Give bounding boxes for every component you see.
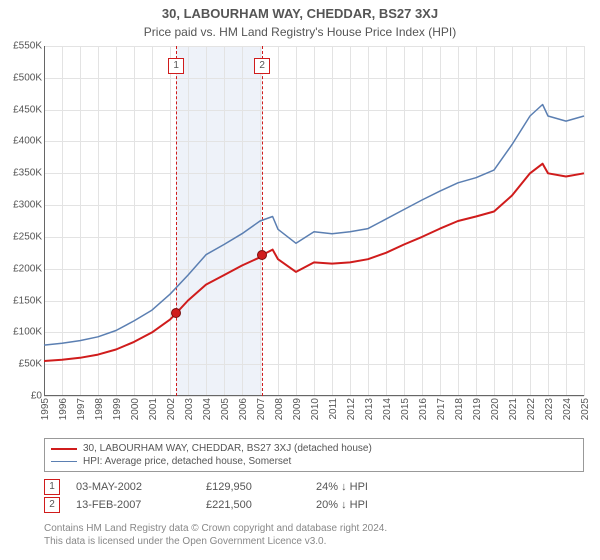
vline-marker-box: 2 bbox=[254, 58, 270, 74]
x-tick-label: 2004 bbox=[202, 398, 213, 420]
y-tick-label: £500K bbox=[13, 72, 42, 83]
footer-line: Contains HM Land Registry data © Crown c… bbox=[44, 522, 387, 535]
x-tick-label: 1996 bbox=[58, 398, 69, 420]
legend: 30, LABOURHAM WAY, CHEDDAR, BS27 3XJ (de… bbox=[44, 438, 584, 472]
y-tick-label: £100K bbox=[13, 327, 42, 338]
legend-item: 30, LABOURHAM WAY, CHEDDAR, BS27 3XJ (de… bbox=[51, 442, 577, 455]
y-tick-label: £350K bbox=[13, 168, 42, 179]
series-hpi bbox=[44, 105, 584, 346]
sales-table: 1 03-MAY-2002 £129,950 24% ↓ HPI 2 13-FE… bbox=[44, 478, 456, 514]
y-tick-label: £250K bbox=[13, 231, 42, 242]
x-tick-label: 2001 bbox=[148, 398, 159, 420]
x-tick-label: 2011 bbox=[328, 398, 339, 420]
y-tick-label: £550K bbox=[13, 41, 42, 52]
x-tick-label: 2020 bbox=[490, 398, 501, 420]
sale-date: 13-FEB-2007 bbox=[76, 499, 206, 511]
x-tick-label: 2012 bbox=[346, 398, 357, 420]
legend-label: 30, LABOURHAM WAY, CHEDDAR, BS27 3XJ (de… bbox=[83, 443, 372, 454]
sale-date: 03-MAY-2002 bbox=[76, 481, 206, 493]
x-tick-label: 2009 bbox=[292, 398, 303, 420]
x-tick-label: 2018 bbox=[454, 398, 465, 420]
x-tick-label: 2024 bbox=[562, 398, 573, 420]
x-tick-label: 2017 bbox=[436, 398, 447, 420]
y-tick-label: £450K bbox=[13, 104, 42, 115]
x-tick-label: 2022 bbox=[526, 398, 537, 420]
y-tick-label: £50K bbox=[19, 359, 42, 370]
footer: Contains HM Land Registry data © Crown c… bbox=[44, 522, 387, 548]
x-tick-label: 2016 bbox=[418, 398, 429, 420]
y-tick-label: £300K bbox=[13, 200, 42, 211]
x-tick-label: 2003 bbox=[184, 398, 195, 420]
chart-title: 30, LABOURHAM WAY, CHEDDAR, BS27 3XJ bbox=[0, 0, 600, 21]
x-tick-label: 2002 bbox=[166, 398, 177, 420]
chart-subtitle: Price paid vs. HM Land Registry's House … bbox=[0, 21, 600, 43]
sale-marker-box: 1 bbox=[44, 479, 60, 495]
x-tick-label: 2000 bbox=[130, 398, 141, 420]
x-tick-label: 2005 bbox=[220, 398, 231, 420]
x-tick-label: 2007 bbox=[256, 398, 267, 420]
legend-label: HPI: Average price, detached house, Some… bbox=[83, 456, 291, 467]
x-tick-label: 1995 bbox=[40, 398, 51, 420]
sale-dot bbox=[257, 250, 267, 260]
x-tick-label: 2021 bbox=[508, 398, 519, 420]
sale-price: £221,500 bbox=[206, 499, 316, 511]
chart-area: 12 £0£50K£100K£150K£200K£250K£300K£350K£… bbox=[44, 46, 584, 396]
x-tick-label: 2019 bbox=[472, 398, 483, 420]
sale-dot bbox=[171, 308, 181, 318]
series-price_paid bbox=[44, 164, 584, 361]
x-tick-label: 2015 bbox=[400, 398, 411, 420]
x-tick-label: 1999 bbox=[112, 398, 123, 420]
vline-marker-box: 1 bbox=[168, 58, 184, 74]
sale-vs-hpi: 20% ↓ HPI bbox=[316, 499, 456, 511]
x-tick-label: 2013 bbox=[364, 398, 375, 420]
sales-row: 2 13-FEB-2007 £221,500 20% ↓ HPI bbox=[44, 496, 456, 514]
x-tick-label: 2008 bbox=[274, 398, 285, 420]
x-tick-label: 2025 bbox=[580, 398, 591, 420]
x-tick-label: 2014 bbox=[382, 398, 393, 420]
x-tick-label: 1998 bbox=[94, 398, 105, 420]
x-tick-label: 2010 bbox=[310, 398, 321, 420]
x-tick-label: 1997 bbox=[76, 398, 87, 420]
legend-swatch bbox=[51, 448, 77, 450]
chart-container: 30, LABOURHAM WAY, CHEDDAR, BS27 3XJ Pri… bbox=[0, 0, 600, 560]
sale-marker-box: 2 bbox=[44, 497, 60, 513]
y-tick-label: £150K bbox=[13, 295, 42, 306]
sale-vs-hpi: 24% ↓ HPI bbox=[316, 481, 456, 493]
footer-line: This data is licensed under the Open Gov… bbox=[44, 535, 387, 548]
sale-price: £129,950 bbox=[206, 481, 316, 493]
x-tick-label: 2023 bbox=[544, 398, 555, 420]
legend-swatch bbox=[51, 461, 77, 463]
legend-item: HPI: Average price, detached house, Some… bbox=[51, 455, 577, 468]
sales-row: 1 03-MAY-2002 £129,950 24% ↓ HPI bbox=[44, 478, 456, 496]
line-series-svg bbox=[44, 46, 584, 396]
y-tick-label: £200K bbox=[13, 263, 42, 274]
x-tick-label: 2006 bbox=[238, 398, 249, 420]
y-tick-label: £400K bbox=[13, 136, 42, 147]
